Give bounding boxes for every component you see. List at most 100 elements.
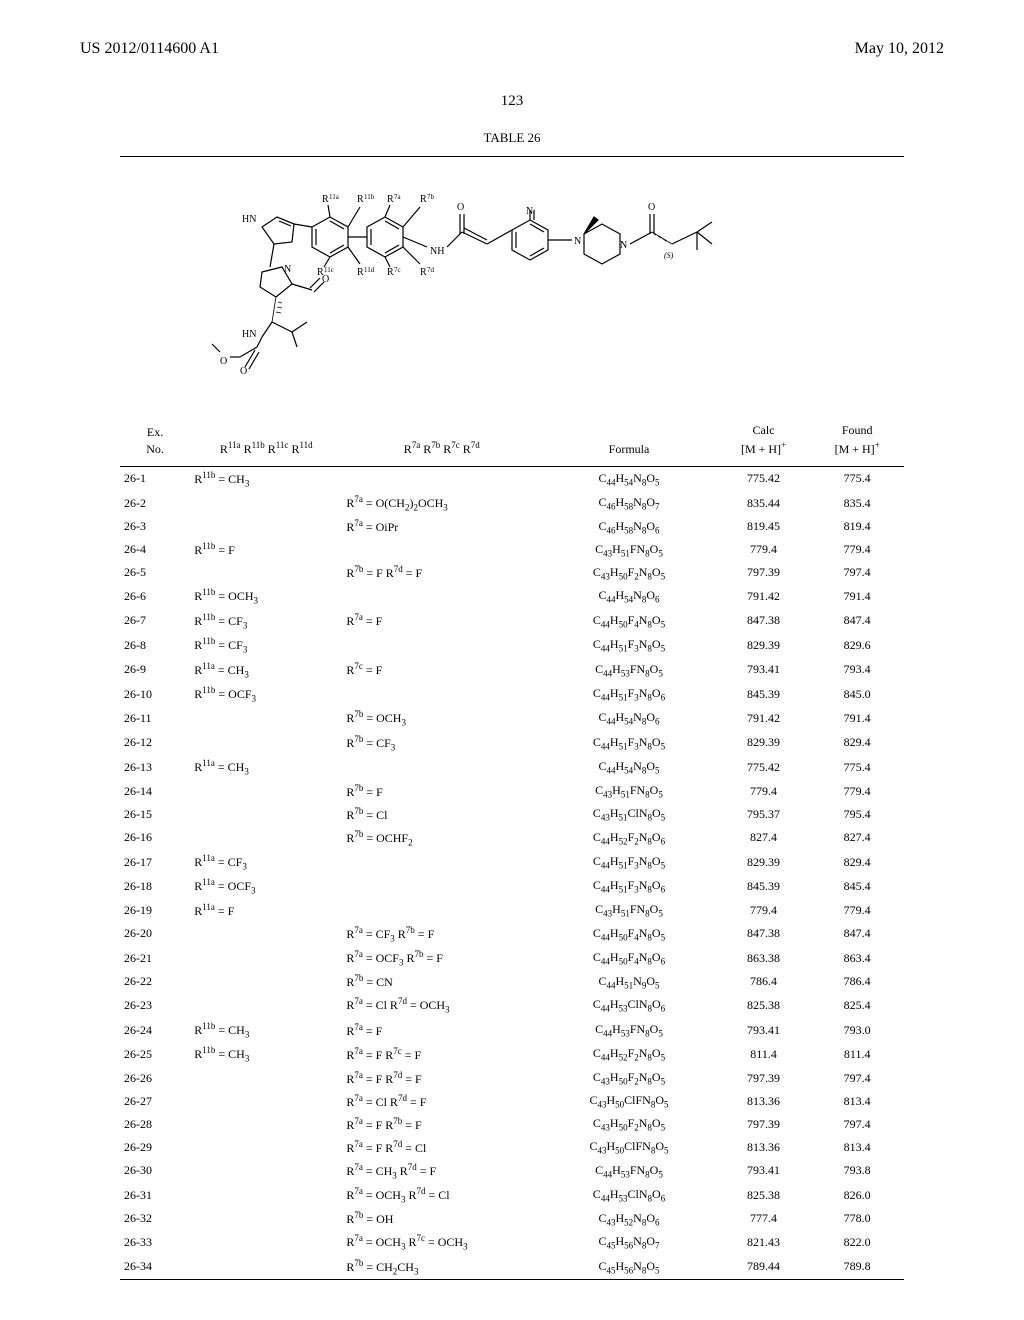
cell-calc: 827.4 bbox=[717, 826, 811, 850]
cell-calc: 819.45 bbox=[717, 515, 811, 538]
table-row: 26-3R7a = OiPrC46H58N8O6819.45819.4 bbox=[120, 515, 904, 538]
cell-formula: C44H52F2N8O6 bbox=[541, 826, 717, 850]
col-calc: Calc [M + H]+ bbox=[717, 416, 811, 466]
cell-r7: R7a = F R7d = F bbox=[342, 1067, 541, 1090]
table-row: 26-11R7b = OCH3C44H54N8O6791.42791.4 bbox=[120, 706, 904, 730]
svg-text:7a: 7a bbox=[394, 193, 402, 201]
cell-r11: R11a = CH3 bbox=[190, 755, 342, 779]
cell-found: 819.4 bbox=[810, 515, 904, 538]
cell-r11 bbox=[190, 1159, 342, 1183]
cell-found: 847.4 bbox=[810, 922, 904, 946]
svg-text:R: R bbox=[387, 267, 394, 278]
svg-text:NH: NH bbox=[430, 246, 444, 257]
cell-ex: 26-25 bbox=[120, 1042, 190, 1066]
cell-r7: R7b = F R7d = F bbox=[342, 561, 541, 584]
cell-formula: C44H50F4N8O5 bbox=[541, 922, 717, 946]
cell-formula: C46H58N8O6 bbox=[541, 515, 717, 538]
cell-ex: 26-8 bbox=[120, 633, 190, 657]
cell-ex: 26-15 bbox=[120, 803, 190, 826]
cell-ex: 26-26 bbox=[120, 1067, 190, 1090]
cell-formula: C43H50ClFN8O5 bbox=[541, 1136, 717, 1159]
cell-calc: 829.39 bbox=[717, 850, 811, 874]
table-row: 26-23R7a = Cl R7d = OCH3C44H53ClN8O6825.… bbox=[120, 993, 904, 1017]
cell-ex: 26-24 bbox=[120, 1018, 190, 1042]
col-r7: R7a R7b R7c R7d bbox=[342, 416, 541, 466]
cell-calc: 786.4 bbox=[717, 970, 811, 993]
cell-r7: R7a = CF3 R7b = F bbox=[342, 922, 541, 946]
table-row: 26-10R11b = OCF3C44H51F3N8O6845.39845.0 bbox=[120, 682, 904, 706]
cell-r7: R7a = F R7d = Cl bbox=[342, 1136, 541, 1159]
svg-text:HN: HN bbox=[242, 214, 256, 225]
cell-r7 bbox=[342, 899, 541, 922]
cell-calc: 835.44 bbox=[717, 491, 811, 515]
cell-calc: 791.42 bbox=[717, 584, 811, 608]
cell-calc: 821.43 bbox=[717, 1230, 811, 1254]
table-row: 26-1R11b = CH3C44H54N8O5775.42775.4 bbox=[120, 466, 904, 491]
cell-ex: 26-34 bbox=[120, 1255, 190, 1280]
cell-ex: 26-28 bbox=[120, 1113, 190, 1136]
cell-r11 bbox=[190, 515, 342, 538]
cell-ex: 26-31 bbox=[120, 1183, 190, 1207]
cell-calc: 797.39 bbox=[717, 561, 811, 584]
cell-r7: R7b = Cl bbox=[342, 803, 541, 826]
cell-r11 bbox=[190, 946, 342, 970]
cell-r11: R11b = CF3 bbox=[190, 633, 342, 657]
cell-ex: 26-16 bbox=[120, 826, 190, 850]
cell-r7: R7b = CF3 bbox=[342, 731, 541, 755]
cell-formula: C44H50F4N8O6 bbox=[541, 946, 717, 970]
cell-calc: 797.39 bbox=[717, 1113, 811, 1136]
cell-r11: R11b = OCF3 bbox=[190, 682, 342, 706]
cell-r11 bbox=[190, 1067, 342, 1090]
cell-formula: C46H58N8O7 bbox=[541, 491, 717, 515]
cell-formula: C44H54N8O5 bbox=[541, 466, 717, 491]
cell-ex: 26-2 bbox=[120, 491, 190, 515]
table-row: 26-33R7a = OCH3 R7c = OCH3C45H56N8O7821.… bbox=[120, 1230, 904, 1254]
cell-formula: C43H50F2N8O5 bbox=[541, 1067, 717, 1090]
svg-text:N: N bbox=[284, 264, 291, 275]
cell-formula: C44H51F3N8O5 bbox=[541, 633, 717, 657]
cell-r11 bbox=[190, 561, 342, 584]
cell-found: 826.0 bbox=[810, 1183, 904, 1207]
cell-ex: 26-29 bbox=[120, 1136, 190, 1159]
cell-ex: 26-6 bbox=[120, 584, 190, 608]
cell-r11: R11a = CF3 bbox=[190, 850, 342, 874]
cell-ex: 26-14 bbox=[120, 780, 190, 803]
cell-ex: 26-33 bbox=[120, 1230, 190, 1254]
cell-found: 791.4 bbox=[810, 584, 904, 608]
col-ex-no: Ex. No. bbox=[120, 416, 190, 466]
cell-r11 bbox=[190, 970, 342, 993]
svg-text:7c: 7c bbox=[394, 266, 401, 274]
cell-calc: 825.38 bbox=[717, 1183, 811, 1207]
svg-text:R: R bbox=[387, 194, 394, 205]
cell-ex: 26-20 bbox=[120, 922, 190, 946]
cell-calc: 793.41 bbox=[717, 1018, 811, 1042]
cell-ex: 26-7 bbox=[120, 609, 190, 633]
cell-found: 789.8 bbox=[810, 1255, 904, 1280]
table-row: 26-5R7b = F R7d = FC43H50F2N8O5797.39797… bbox=[120, 561, 904, 584]
cell-found: 791.4 bbox=[810, 706, 904, 730]
cell-found: 829.4 bbox=[810, 850, 904, 874]
col-formula: Formula bbox=[541, 416, 717, 466]
cell-found: 797.4 bbox=[810, 1067, 904, 1090]
cell-r7 bbox=[342, 682, 541, 706]
cell-r7 bbox=[342, 850, 541, 874]
table-row: 26-9R11a = CH3R7c = FC44H53FN8O5793.4179… bbox=[120, 658, 904, 682]
cell-ex: 26-1 bbox=[120, 466, 190, 491]
cell-r7: R7b = CH2CH3 bbox=[342, 1255, 541, 1280]
cell-found: 786.4 bbox=[810, 970, 904, 993]
cell-r11 bbox=[190, 1090, 342, 1113]
cell-r11 bbox=[190, 1207, 342, 1230]
cell-r7 bbox=[342, 584, 541, 608]
cell-calc: 813.36 bbox=[717, 1090, 811, 1113]
cell-calc: 825.38 bbox=[717, 993, 811, 1017]
table-row: 26-12R7b = CF3C44H51F3N8O5829.39829.4 bbox=[120, 731, 904, 755]
cell-r11 bbox=[190, 1230, 342, 1254]
table-row: 26-17R11a = CF3C44H51F3N8O5829.39829.4 bbox=[120, 850, 904, 874]
cell-found: 778.0 bbox=[810, 1207, 904, 1230]
table-row: 26-26R7a = F R7d = FC43H50F2N8O5797.3979… bbox=[120, 1067, 904, 1090]
table-row: 26-21R7a = OCF3 R7b = FC44H50F4N8O6863.3… bbox=[120, 946, 904, 970]
svg-text:11b: 11b bbox=[364, 193, 375, 201]
table-row: 26-2R7a = O(CH2)2OCH3C46H58N8O7835.44835… bbox=[120, 491, 904, 515]
cell-r7: R7a = F bbox=[342, 1018, 541, 1042]
cell-r7 bbox=[342, 633, 541, 657]
